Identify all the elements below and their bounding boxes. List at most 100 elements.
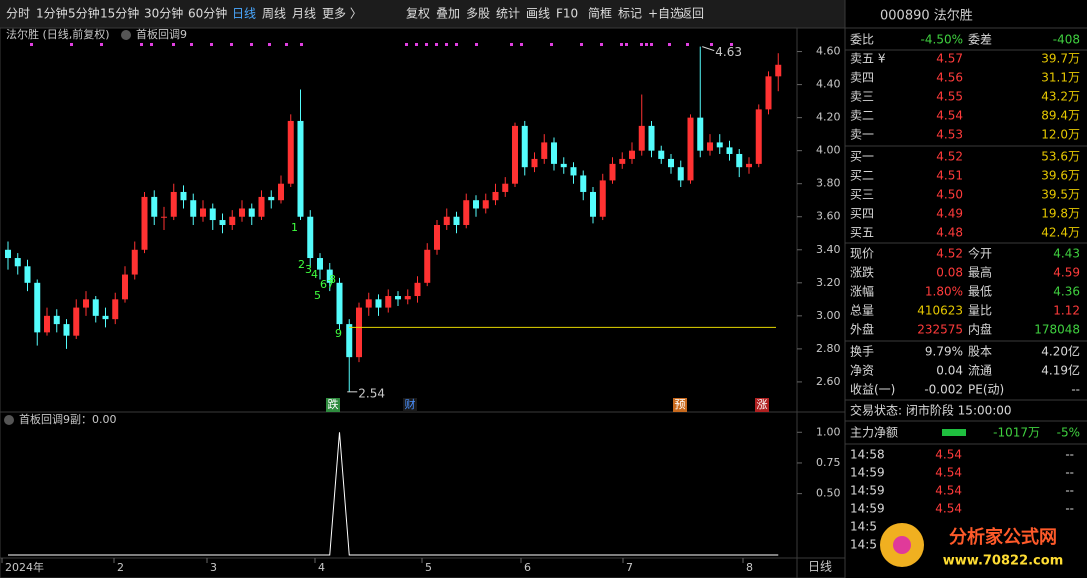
candle-body bbox=[92, 299, 99, 316]
candle-body bbox=[395, 296, 401, 300]
quote-cell: 31.1万 bbox=[1041, 71, 1080, 85]
candle-body bbox=[726, 147, 733, 154]
toolbar-button[interactable]: 1分钟 bbox=[36, 6, 68, 21]
indicator-name[interactable]: 首板回调9 bbox=[136, 27, 187, 41]
toolbar-button[interactable]: 更多 〉 bbox=[322, 7, 362, 21]
candle-body bbox=[755, 109, 762, 164]
toolbar-button[interactable]: 月线 bbox=[292, 7, 316, 21]
candle-body bbox=[131, 249, 138, 275]
quote-cell: 4.54 bbox=[935, 448, 962, 462]
x-tick-label: 2024年 bbox=[5, 560, 44, 574]
marker-dot bbox=[100, 43, 103, 46]
trade-status: 交易状态: 闭市阶段 15:00:00 bbox=[850, 403, 1012, 418]
logo bbox=[893, 536, 911, 554]
marker-dot bbox=[285, 43, 288, 46]
candle-body bbox=[560, 163, 567, 168]
toolbar-button[interactable]: 日线 bbox=[232, 7, 256, 21]
marker-dot bbox=[668, 43, 671, 46]
y-tick-label: 0.50 bbox=[816, 487, 841, 500]
marker-dot bbox=[140, 43, 143, 46]
quote-cell: 4.48 bbox=[936, 226, 963, 240]
toolbar-button[interactable]: 返回 bbox=[680, 7, 704, 21]
sequence-label: 3 bbox=[305, 263, 312, 276]
toolbar-button[interactable]: F10 bbox=[556, 7, 578, 21]
quote-cell: 14:59 bbox=[850, 466, 885, 480]
toolbar bbox=[0, 0, 845, 28]
candle-body bbox=[180, 191, 187, 201]
indicator-line bbox=[8, 432, 779, 556]
toolbar-button[interactable]: +自选 bbox=[648, 7, 682, 21]
quote-cell: 流通 bbox=[968, 364, 992, 378]
marker-dot bbox=[600, 43, 603, 46]
quote-cell: -- bbox=[1065, 448, 1074, 462]
candle-body bbox=[473, 200, 479, 209]
y-tick-label: 4.40 bbox=[816, 78, 841, 91]
x-tick-label: 4 bbox=[318, 561, 325, 574]
marker-dot bbox=[550, 43, 553, 46]
quote-cell: 14:59 bbox=[850, 484, 885, 498]
quote-cell: 涨幅 bbox=[850, 284, 874, 299]
y-tick-label: 3.00 bbox=[816, 309, 841, 322]
indicator-icon[interactable] bbox=[121, 30, 131, 40]
y-tick-label: 3.60 bbox=[816, 210, 841, 223]
candle-body bbox=[258, 196, 265, 217]
watermark-name: 分析家公式网 bbox=[949, 526, 1057, 548]
candle-body bbox=[677, 167, 684, 181]
candle-body bbox=[521, 125, 528, 168]
y-tick-label: 2.60 bbox=[816, 375, 841, 388]
quote-cell: 39.5万 bbox=[1041, 188, 1080, 202]
candle-body bbox=[365, 299, 372, 308]
indicator-icon[interactable] bbox=[4, 415, 14, 425]
candle-body bbox=[356, 307, 362, 358]
toolbar-button[interactable]: 5分钟 bbox=[68, 6, 100, 21]
quote-cell: 4.54 bbox=[935, 466, 962, 480]
candle-body bbox=[151, 196, 158, 217]
candle-body bbox=[209, 208, 216, 221]
candle-body bbox=[5, 249, 11, 259]
marker-dot bbox=[70, 43, 73, 46]
quote-cell: 43.2万 bbox=[1041, 90, 1080, 104]
toolbar-button[interactable]: 统计 bbox=[496, 7, 520, 21]
toolbar-button[interactable]: 简框 bbox=[588, 7, 612, 21]
toolbar-button[interactable]: 画线 bbox=[526, 7, 550, 21]
toolbar-button[interactable]: 叠加 bbox=[436, 7, 460, 21]
y-tick-label: 1.00 bbox=[816, 425, 841, 438]
toolbar-button[interactable]: 60分钟 bbox=[188, 6, 227, 21]
candle-body bbox=[404, 296, 411, 300]
quote-cell: 内盘 bbox=[968, 322, 992, 337]
low-label: 2.54 bbox=[358, 386, 385, 400]
quote-cell: 最高 bbox=[968, 265, 992, 280]
marker-dot bbox=[300, 43, 303, 46]
toolbar-button[interactable]: 分时 bbox=[6, 7, 30, 21]
quote-cell: -0.002 bbox=[924, 383, 963, 397]
marker-dot bbox=[625, 43, 628, 46]
toolbar-button[interactable]: 15分钟 bbox=[100, 6, 139, 21]
candle-body bbox=[122, 274, 128, 300]
candle-body bbox=[580, 175, 587, 192]
candle-body bbox=[512, 125, 518, 184]
toolbar-button[interactable]: 标记 bbox=[618, 7, 642, 21]
quote-cell: 39.6万 bbox=[1041, 169, 1080, 183]
quote-cell: -1017万 bbox=[993, 426, 1040, 440]
sequence-label: 1 bbox=[291, 221, 298, 234]
quote-cell: 1.80% bbox=[925, 285, 963, 299]
marker-dot bbox=[455, 43, 458, 46]
marker-dot bbox=[510, 43, 513, 46]
candle-body bbox=[414, 282, 421, 297]
marker-dot bbox=[620, 43, 623, 46]
quote-cell: 买四 bbox=[850, 207, 874, 221]
candle-body bbox=[746, 163, 752, 168]
quote-cell: -5% bbox=[1057, 426, 1080, 440]
toolbar-button[interactable]: 复权 bbox=[406, 7, 430, 21]
candle-body bbox=[697, 117, 704, 151]
toolbar-button[interactable]: 周线 bbox=[262, 7, 286, 21]
candle-body bbox=[658, 150, 665, 159]
toolbar-button[interactable]: 多股 bbox=[466, 7, 490, 21]
toolbar-button[interactable]: 30分钟 bbox=[144, 6, 183, 21]
marker-dot bbox=[650, 43, 653, 46]
quote-cell: 总量 bbox=[850, 304, 874, 318]
x-tick-label: 3 bbox=[210, 561, 217, 574]
signal-label: 财 bbox=[405, 397, 416, 411]
quote-cell: 净资 bbox=[850, 364, 874, 378]
